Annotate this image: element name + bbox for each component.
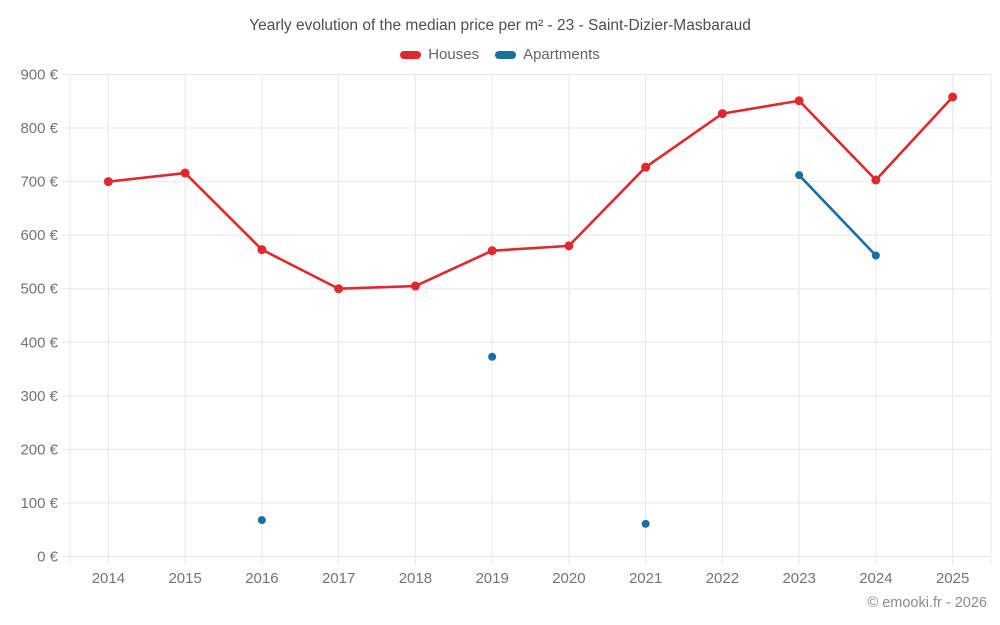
x-tick-label: 2017 xyxy=(322,570,355,587)
series-line-houses xyxy=(107,95,954,291)
x-tick-label: 2018 xyxy=(399,570,432,587)
chart-title: Yearly evolution of the median price per… xyxy=(249,17,751,34)
x-tick-label: 2023 xyxy=(782,570,815,587)
y-tick-label: 700 € xyxy=(20,174,58,191)
y-tick-label: 0 € xyxy=(37,549,59,566)
y-tick-label: 800 € xyxy=(20,120,58,137)
legend: Houses Apartments xyxy=(0,46,1000,63)
data-point-houses-2024[interactable] xyxy=(871,175,881,185)
data-point-houses-2015[interactable] xyxy=(180,168,190,178)
x-tick-label: 2025 xyxy=(936,570,969,587)
houses-swatch-icon xyxy=(400,50,422,59)
data-point-houses-2017[interactable] xyxy=(334,284,344,294)
y-tick-label: 500 € xyxy=(20,281,58,298)
x-tick-label: 2021 xyxy=(629,570,662,587)
data-point-houses-2014[interactable] xyxy=(103,177,113,187)
data-point-apartments-2019[interactable] xyxy=(488,352,497,361)
data-point-apartments-2016[interactable] xyxy=(257,516,266,525)
y-tick-label: 100 € xyxy=(20,495,58,512)
x-tick-label: 2024 xyxy=(859,570,892,587)
legend-label-houses: Houses xyxy=(428,46,480,63)
data-point-houses-2025[interactable] xyxy=(948,92,958,102)
x-tick-label: 2014 xyxy=(92,570,125,587)
x-tick-label: 2019 xyxy=(475,570,508,587)
data-point-apartments-2021[interactable] xyxy=(641,519,650,528)
data-point-houses-2020[interactable] xyxy=(564,241,574,251)
y-tick-label: 200 € xyxy=(20,441,58,458)
data-point-houses-2023[interactable] xyxy=(794,96,804,106)
data-point-houses-2016[interactable] xyxy=(257,245,267,255)
data-point-apartments-2024[interactable] xyxy=(871,251,880,260)
y-tick-label: 600 € xyxy=(20,227,58,244)
data-point-houses-2022[interactable] xyxy=(717,109,727,119)
attribution: © emooki.fr - 2026 xyxy=(867,595,987,611)
legend-item-apartments[interactable]: Apartments xyxy=(495,46,600,63)
y-tick-label: 400 € xyxy=(20,334,58,351)
data-point-apartments-2023[interactable] xyxy=(795,171,804,180)
data-point-houses-2018[interactable] xyxy=(410,281,420,291)
legend-label-apartments: Apartments xyxy=(523,46,600,63)
data-point-houses-2019[interactable] xyxy=(487,246,497,256)
y-tick-label: 300 € xyxy=(20,388,58,405)
y-tick-label: 900 € xyxy=(20,67,58,84)
series-line-apartments xyxy=(797,173,878,257)
x-tick-label: 2020 xyxy=(552,570,585,587)
x-tick-label: 2022 xyxy=(706,570,739,587)
data-point-houses-2021[interactable] xyxy=(641,162,651,172)
x-tick-label: 2016 xyxy=(245,570,278,587)
apartments-swatch-icon xyxy=(495,50,517,59)
legend-item-houses[interactable]: Houses xyxy=(400,46,479,63)
x-tick-label: 2015 xyxy=(168,570,201,587)
